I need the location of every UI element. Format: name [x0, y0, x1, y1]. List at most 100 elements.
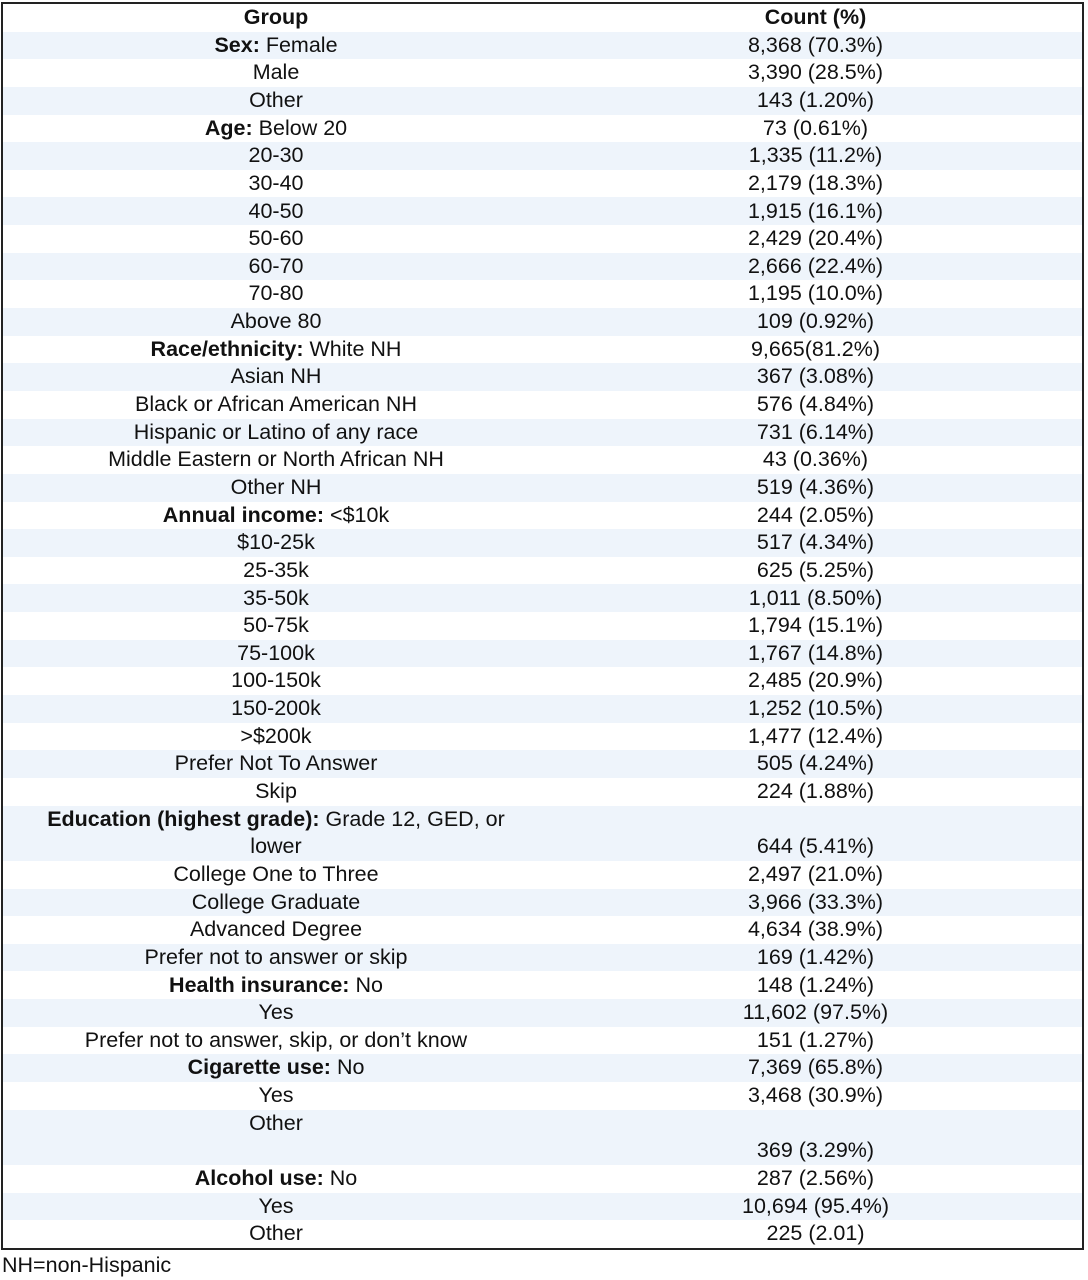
group-cell: Male: [3, 62, 549, 84]
group-cell: 50-60: [3, 226, 549, 251]
group-value: Above 80: [230, 309, 322, 334]
group-value: Skip: [255, 779, 297, 803]
category-label: Health insurance:: [169, 972, 350, 997]
group-cell: 60-70: [3, 255, 549, 278]
group-value: Yes: [258, 1193, 294, 1218]
group-value-line2: lower: [250, 834, 302, 859]
category-label: Education (highest grade):: [47, 806, 320, 831]
category-label: Alcohol use:: [194, 1166, 324, 1190]
group-value: 20-30: [248, 143, 304, 168]
table-row: Age: Below 20 73 (0.61%): [3, 115, 1082, 143]
group-value: No: [355, 972, 383, 997]
group-cell: Other: [3, 1223, 549, 1245]
demographics-table: Group Count (%) Sex: Female 8,368 (70.3%)…: [1, 2, 1084, 1250]
group-value: Prefer not to answer or skip: [144, 944, 408, 969]
group-cell: 20-30: [3, 145, 549, 167]
category-label: Race/ethnicity:: [150, 336, 304, 361]
group-value: White NH: [309, 336, 402, 361]
group-cell: Health insurance: No: [3, 972, 549, 997]
count-cell: 9,665(81.2%): [750, 336, 881, 361]
group-cell: 35-50k: [3, 587, 549, 610]
count-cell: 1,335 (11.2%): [748, 143, 883, 168]
group-cell: Yes: [3, 1000, 549, 1025]
count-cell: 367 (3.08%): [756, 364, 875, 389]
group-cell: 70-80: [3, 283, 549, 305]
group-value: 40-50: [248, 198, 304, 223]
count-cell: 10,694 (95.4%): [741, 1193, 889, 1218]
group-value: Other: [249, 1110, 303, 1135]
group-cell: Prefer Not To Answer: [3, 753, 549, 775]
group-value: 100-150k: [231, 668, 321, 693]
group-cell: Middle Eastern or North African NH: [3, 449, 549, 471]
category-label: Cigarette use:: [187, 1055, 331, 1080]
table-row: Cigarette use: No 7,369 (65.8%): [3, 1054, 1082, 1082]
count-cell: 625 (5.25%): [756, 557, 875, 582]
group-value: 30-40: [248, 170, 304, 195]
count-cell: 1,794 (15.1%): [747, 613, 884, 638]
table-row: Annual income: <$10k 244 (2.05%): [3, 502, 1082, 530]
table-row: 50-60 2,429 (20.4%): [3, 225, 1082, 253]
group-cell: College One to Three: [3, 861, 549, 886]
group-value: No: [336, 1055, 365, 1080]
group-value: Yes: [258, 1083, 294, 1108]
group-value: Prefer Not To Answer: [174, 751, 378, 776]
table-row: Other 143 (1.20%): [3, 86, 1082, 115]
table-row: Yes 3,468 (30.9%): [3, 1082, 1082, 1110]
table-row: 20-30 1,335 (11.2%): [3, 142, 1082, 170]
table-row: Above 80 109 (0.92%): [3, 308, 1082, 336]
group-cell: 150-200k: [3, 697, 549, 720]
count-cell: 1,767 (14.8%): [747, 640, 884, 665]
count-cell: 731 (6.14%): [756, 419, 875, 444]
group-cell: >$200k: [3, 723, 549, 748]
table-row: Other 369 (3.29%): [3, 1109, 1082, 1165]
group-cell: 100-150k: [3, 670, 549, 692]
table-row: Prefer Not To Answer 505 (4.24%): [3, 750, 1082, 778]
count-cell: 2,485 (20.9%): [747, 668, 884, 693]
count-cell: 109 (0.92%): [756, 309, 875, 334]
table-body: Sex: Female 8,368 (70.3%) Male 3,390 (28.5%…: [3, 31, 1082, 1248]
count-cell: 644 (5.41%): [756, 834, 875, 859]
group-value: Asian NH: [230, 364, 322, 389]
count-cell: 143 (1.20%): [756, 87, 875, 112]
group-value: College One to Three: [173, 861, 379, 886]
count-cell: 2,497 (21.0%): [747, 861, 884, 886]
table-row: Other NH 519 (4.36%): [3, 473, 1082, 502]
count-cell: 3,390 (28.5%): [747, 60, 884, 85]
count-cell: 2,666 (22.4%): [747, 253, 884, 278]
table-row: Sex: Female 8,368 (70.3%): [3, 31, 1082, 60]
count-cell: 1,011 (8.50%): [748, 585, 883, 610]
count-cell: 244 (2.05%): [756, 502, 875, 527]
group-cell: Education (highest grade): Grade 12, GED…: [3, 806, 549, 861]
count-cell: 1,915 (16.1%): [747, 198, 884, 223]
table-row: 75-100k 1,767 (14.8%): [3, 639, 1082, 668]
group-cell: Age: Below 20: [3, 115, 549, 140]
count-cell: 225 (2.01): [766, 1221, 865, 1246]
count-cell: 43 (0.36%): [762, 447, 869, 472]
table-row: 30-40 2,179 (18.3%): [3, 170, 1082, 198]
group-cell: Alcohol use: No: [3, 1166, 549, 1190]
group-cell: 75-100k: [3, 642, 549, 665]
table-row: Prefer not to answer, skip, or don’t kno…: [3, 1027, 1082, 1055]
table-row: Hispanic or Latino of any race 731 (6.14%…: [3, 418, 1082, 447]
count-cell: 4,634 (38.9%): [747, 917, 884, 942]
group-value: No: [329, 1166, 358, 1190]
group-value: Yes: [258, 1000, 294, 1025]
count-cell: 519 (4.36%): [756, 474, 875, 499]
table-row: Skip 224 (1.88%): [3, 778, 1082, 806]
group-value: >$200k: [240, 723, 312, 748]
group-value: 50-60: [248, 226, 304, 251]
count-cell: 517 (4.34%): [756, 530, 875, 555]
group-value: Other NH: [230, 474, 322, 499]
group-value: Below 20: [258, 115, 348, 140]
group-cell: Black or African American NH: [3, 393, 549, 416]
group-cell: Cigarette use: No: [3, 1057, 549, 1079]
group-cell: College Graduate: [3, 891, 549, 914]
table-row: 25-35k 625 (5.25%): [3, 557, 1082, 585]
count-cell: 369 (3.29%): [756, 1138, 875, 1163]
group-cell: Other NH: [3, 474, 549, 499]
group-value: Male: [252, 60, 300, 85]
count-cell: 151 (1.27%): [756, 1027, 875, 1052]
table-row: 60-70 2,666 (22.4%): [3, 252, 1082, 281]
group-cell: 40-50: [3, 198, 549, 223]
group-value: Hispanic or Latino of any race: [133, 419, 419, 444]
